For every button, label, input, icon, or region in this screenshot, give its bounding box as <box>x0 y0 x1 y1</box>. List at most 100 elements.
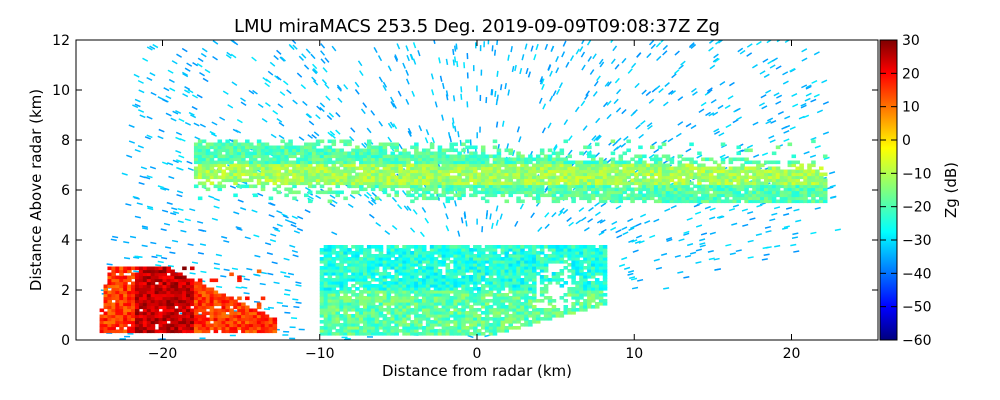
cloud-cell <box>425 314 431 318</box>
cloud-cell <box>398 172 403 177</box>
cloud-cell <box>378 163 384 168</box>
cloud-cell <box>689 181 694 186</box>
cloud-cell <box>555 308 561 312</box>
cloud-cell <box>437 172 443 177</box>
noise-mark <box>397 203 403 210</box>
cloud-cell <box>492 302 498 306</box>
cloud-cell <box>406 281 411 285</box>
cloud-cell <box>201 169 207 174</box>
cloud-cell <box>382 145 388 150</box>
cloud-cell <box>323 148 329 153</box>
cloud-cell <box>201 151 207 156</box>
cloud-cell <box>327 260 333 264</box>
cloud-cell <box>355 266 360 270</box>
cloud-cell <box>398 272 403 276</box>
noise-mark <box>169 251 176 255</box>
cloud-cell <box>362 305 368 309</box>
cloud-cell <box>237 166 242 171</box>
cloud-cell <box>787 160 793 165</box>
noise-mark <box>123 241 130 244</box>
noise-mark <box>133 73 140 78</box>
cloud-cell <box>763 196 769 201</box>
cloud-cell <box>587 263 592 267</box>
cloud-cell <box>488 187 494 192</box>
cloud-cell <box>457 160 462 165</box>
cloud-cell <box>524 305 529 309</box>
cloud-cell <box>504 199 510 204</box>
cloud-cell <box>697 166 702 171</box>
cloud-cell <box>339 314 344 318</box>
cloud-cell <box>720 178 726 183</box>
cloud-cell <box>323 320 329 324</box>
cloud-cell <box>488 184 494 189</box>
cloud-cell <box>315 157 321 162</box>
cloud-cell <box>677 163 683 168</box>
cloud-cell <box>532 181 537 186</box>
cloud-cell <box>441 287 447 291</box>
cloud-cell <box>351 299 356 303</box>
cloud-cell <box>520 172 525 177</box>
noise-mark <box>178 118 185 123</box>
cloud-cell <box>374 196 380 201</box>
cloud-cell <box>705 196 710 201</box>
cloud-cell <box>402 296 407 300</box>
cloud-cell <box>465 317 470 321</box>
cloud-cell <box>331 308 337 312</box>
cloud-cell <box>441 181 447 186</box>
cloud-cell <box>366 157 372 162</box>
cloud-cell <box>296 151 301 156</box>
cloud-cell <box>378 160 384 165</box>
noise-mark <box>516 126 521 133</box>
cloud-cell <box>626 184 631 189</box>
cloud-cell <box>193 142 199 147</box>
cloud-cell <box>579 151 584 156</box>
cloud-cell <box>649 175 655 180</box>
cloud-cell <box>331 281 337 285</box>
cloud-cell <box>398 323 403 327</box>
cloud-cell <box>429 278 435 282</box>
cloud-cell <box>532 184 537 189</box>
noise-mark <box>292 298 299 301</box>
cloud-cell <box>390 248 396 252</box>
cloud-cell <box>319 251 325 255</box>
cloud-cell <box>811 175 816 180</box>
cloud-cell <box>233 163 238 168</box>
cloud-cell <box>402 323 407 327</box>
noise-mark <box>177 220 184 224</box>
cloud-cell <box>579 190 584 195</box>
cloud-cell <box>591 157 596 162</box>
cloud-cell <box>374 260 380 264</box>
cloud-cell <box>716 190 722 195</box>
cloud-cell <box>693 199 698 204</box>
cloud-cell <box>461 272 466 276</box>
cloud-cell <box>382 302 388 306</box>
cloud-cell <box>807 199 812 204</box>
cloud-cell <box>602 196 608 201</box>
noise-mark <box>696 154 703 159</box>
cloud-cell <box>500 269 506 273</box>
cloud-cell <box>681 199 686 204</box>
cloud-cell <box>449 148 455 153</box>
cloud-cell <box>331 160 337 165</box>
cloud-cell <box>492 269 498 273</box>
cloud-cell <box>539 299 545 303</box>
cloud-cell <box>602 184 608 189</box>
cloud-cell <box>480 266 486 270</box>
cloud-cell <box>653 187 659 192</box>
cloud-cell <box>677 175 683 180</box>
noise-mark <box>389 121 395 128</box>
cloud-cell <box>355 181 360 186</box>
cloud-cell <box>469 326 474 330</box>
cloud-cell <box>512 251 517 255</box>
cloud-cell <box>496 160 502 165</box>
cloud-cell <box>543 287 549 291</box>
cloud-cell <box>429 323 435 327</box>
cloud-cell <box>539 308 545 312</box>
cloud-cell <box>421 299 427 303</box>
noise-mark <box>764 225 772 229</box>
cloud-cell <box>370 308 376 312</box>
cloud-cell <box>402 302 407 306</box>
noise-mark <box>694 211 702 215</box>
cloud-cell <box>406 299 411 303</box>
cloud-cell <box>445 190 451 195</box>
